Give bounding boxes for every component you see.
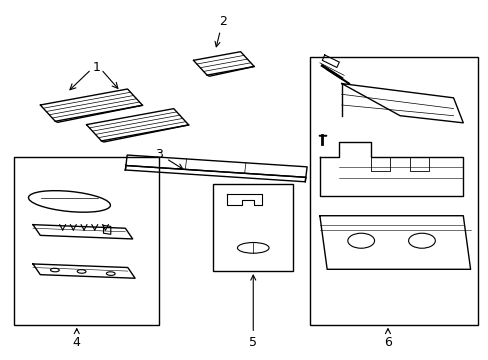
Bar — [14, 157, 159, 325]
Text: 1: 1 — [92, 61, 100, 74]
Text: 5: 5 — [249, 275, 257, 349]
Bar — [309, 57, 477, 325]
Bar — [212, 184, 292, 271]
Text: 4: 4 — [73, 329, 81, 349]
Text: 6: 6 — [383, 329, 391, 349]
Text: 3: 3 — [155, 148, 183, 169]
Text: 2: 2 — [215, 14, 226, 47]
